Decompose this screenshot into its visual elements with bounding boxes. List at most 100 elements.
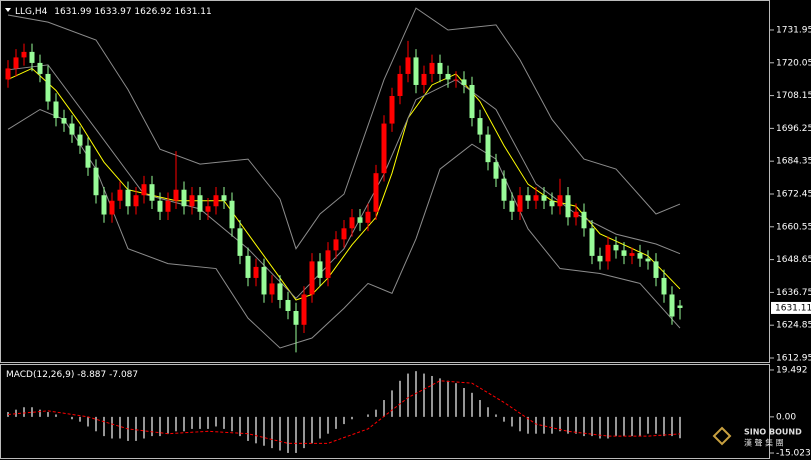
candle-body [541,195,547,201]
indicator-line [7,380,681,444]
candle-body [445,73,451,80]
candle-body [117,189,123,201]
candle-body [477,118,483,135]
candle-body [333,239,339,251]
candle-body [517,195,523,212]
candle-body [381,123,387,174]
plot-layer: 1731.95 1720.05 1708.15 1696.25 1684.35 1672.… [5,7,811,459]
y-tick-label: 1636.75 [776,288,811,298]
high-value: 1633.97 [94,7,131,17]
candle-body [61,118,67,124]
symbol: LLG,H4 [15,7,48,17]
signal-value: -7.087 [109,370,138,380]
candle-body [293,311,299,325]
candle-body [149,184,155,201]
candle-body [549,200,555,207]
indicator-line [7,67,681,301]
candle-body [629,253,635,256]
candle-body [229,200,235,229]
candle-body [677,305,683,308]
candle-body [669,294,675,317]
y-tick-label: 0.00 [776,412,796,422]
y-tick-label: 1684.35 [776,157,811,167]
candle-body [13,57,19,69]
candle-body [261,266,267,295]
candle-body [197,195,203,212]
y-tick-label: 1720.05 [776,58,811,68]
y-tick-label: 1696.25 [776,124,811,134]
candle-body [413,57,419,85]
price-tag [771,301,811,314]
candle-body [165,200,171,212]
candle-body [277,283,283,300]
candle-body [237,228,243,256]
y-tick-label: 1612.95 [776,354,811,364]
candle-body [453,79,459,81]
main-panel-frame [0,0,770,363]
y-tick-label: -15.023 [776,449,811,459]
candle-body [621,250,627,256]
candle-body [341,228,347,240]
y-tick-label: 19.492 [776,365,808,375]
candle-body [317,261,323,278]
candle-body [637,253,643,259]
candle-body [269,283,275,295]
candle-body [69,123,75,135]
logo-text: SINO BOUND [744,428,802,437]
indicator-name: MACD(12,26,9) [6,370,74,380]
candle-body [133,195,139,207]
candle-body [469,84,475,119]
candle-body [21,51,27,58]
candle-body [45,73,51,102]
candle-body [597,255,603,262]
candle-body [85,145,91,168]
candle-body [37,62,43,74]
candle-body [421,73,427,85]
low-value: 1626.92 [134,7,171,17]
open-value: 1631.99 [54,7,91,17]
candle-body [141,184,147,196]
y-tick-label: 1648.65 [776,255,811,265]
candle-body [557,195,563,207]
candle-body [525,195,531,201]
candle-body [437,62,443,74]
candle-body [493,162,499,179]
candle-body [365,211,371,223]
candle-body [661,277,667,295]
candle-body [349,217,355,229]
candle-body [285,299,291,312]
candle-body [5,68,11,80]
candle-body [581,211,587,229]
candle-body [645,258,651,262]
candle-body [93,167,99,196]
candle-body [429,62,435,74]
y-tick-label: 1731.95 [776,25,811,35]
candle-body [301,294,307,325]
candle-body [173,189,179,201]
candle-body [205,206,211,212]
candle-body [325,250,331,278]
candle-body [221,195,227,201]
candle-body [181,189,187,207]
current-price: 1631.11 [775,303,811,313]
candle-body [213,195,219,207]
candle-body [29,51,35,63]
candle-body [189,195,195,207]
candle-body [389,95,395,124]
candle-body [573,211,579,218]
macd-panel-frame [0,364,770,459]
candle-body [653,261,659,278]
candle-body [373,173,379,212]
logo: SINO BOUND 漢 聲 集 團 [712,426,802,448]
candle-body [405,57,411,74]
logo-mark [712,426,732,446]
candle-body [253,266,259,278]
candle-body [613,244,619,251]
y-tick-label: 1672.45 [776,189,811,199]
dropdown-icon[interactable] [5,8,11,12]
candle-body [589,228,595,256]
candle-body [245,255,251,278]
candle-body [101,195,107,215]
candle-body [53,101,59,119]
